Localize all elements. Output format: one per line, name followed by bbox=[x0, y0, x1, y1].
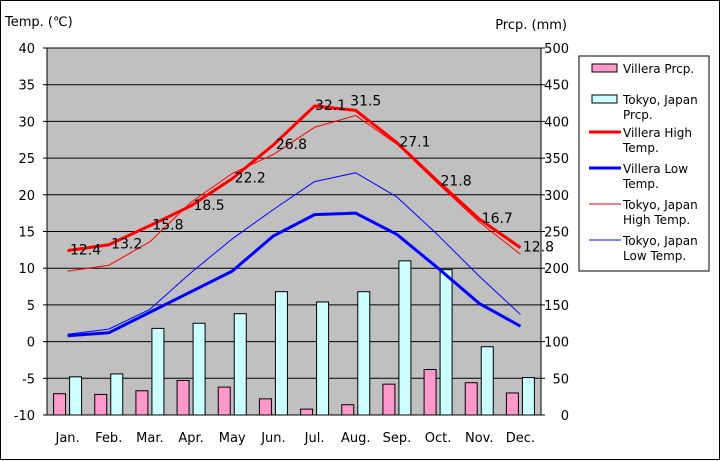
temp-line bbox=[67, 115, 521, 272]
y-left-tick-label: -10 bbox=[14, 409, 35, 424]
high-temp-data-label: 18.5 bbox=[193, 198, 224, 214]
precip-bar bbox=[316, 301, 330, 416]
x-category-label: Jan. bbox=[54, 431, 79, 446]
legend-label: Tokyo, Japan bbox=[622, 93, 698, 107]
x-category-label: Dec. bbox=[506, 431, 535, 446]
precip-bar bbox=[176, 380, 190, 416]
precip-bar bbox=[439, 269, 453, 416]
y-right-tick-label: 500 bbox=[544, 42, 569, 57]
x-category-label: Jul. bbox=[304, 431, 325, 446]
precip-bar bbox=[135, 390, 149, 416]
y-right-tick-label: 300 bbox=[544, 189, 569, 204]
precip-bar bbox=[480, 346, 494, 416]
precip-bar bbox=[423, 368, 437, 416]
legend-label: Prcp. bbox=[623, 108, 653, 122]
high-temp-data-label: 16.7 bbox=[482, 211, 513, 227]
high-temp-data-label: 12.8 bbox=[523, 240, 554, 256]
legend-label: Villera High bbox=[623, 126, 692, 140]
precip-bar bbox=[217, 386, 231, 416]
precip-bar bbox=[233, 313, 247, 416]
precip-bar bbox=[258, 398, 272, 416]
x-category-label: Jun. bbox=[260, 431, 285, 446]
temp-line bbox=[67, 104, 522, 253]
high-temp-data-label: 27.1 bbox=[399, 135, 430, 151]
high-temp-data-label: 26.8 bbox=[276, 137, 307, 153]
temp-line bbox=[67, 211, 522, 338]
x-category-label: Sep. bbox=[383, 431, 412, 446]
y-left-tick-label: 25 bbox=[18, 152, 35, 167]
legend-label: Temp. bbox=[622, 177, 659, 191]
x-category-label: Apr. bbox=[178, 431, 203, 446]
y-right-axis-title: Prcp. (mm) bbox=[495, 18, 567, 33]
y-left-tick-label: 40 bbox=[18, 42, 35, 57]
x-category-label: Mar. bbox=[136, 431, 163, 446]
y-left-tick-label: 5 bbox=[27, 299, 35, 314]
legend-label: High Temp. bbox=[623, 213, 690, 227]
precip-bar bbox=[192, 322, 206, 416]
y-right-tick-label: 50 bbox=[552, 372, 569, 387]
precip-bar bbox=[341, 404, 355, 416]
precip-bar bbox=[53, 393, 67, 416]
high-temp-data-label: 21.8 bbox=[440, 174, 471, 190]
precip-bar bbox=[69, 376, 83, 416]
high-temp-data-label: 31.5 bbox=[350, 93, 381, 109]
precip-bar bbox=[398, 260, 412, 416]
x-category-label: Nov. bbox=[465, 431, 494, 446]
high-temp-data-label: 22.2 bbox=[235, 171, 266, 187]
y-right-tick-label: 100 bbox=[544, 336, 569, 351]
x-category-label: Aug. bbox=[341, 431, 371, 446]
y-left-tick-label: 15 bbox=[18, 226, 35, 241]
y-right-tick-label: 200 bbox=[544, 262, 569, 277]
legend-swatch-bar bbox=[591, 94, 618, 104]
y-left-tick-label: 10 bbox=[18, 262, 35, 277]
precip-bar bbox=[94, 393, 108, 416]
legend-label: Tokyo, Japan bbox=[622, 234, 698, 248]
y-left-tick-label: 20 bbox=[18, 189, 35, 204]
legend-label: Villera Prcp. bbox=[623, 62, 694, 76]
precip-bar bbox=[274, 291, 288, 416]
legend-box bbox=[578, 55, 710, 272]
high-temp-data-label: 12.4 bbox=[70, 243, 101, 259]
y-left-tick-label: -5 bbox=[22, 372, 35, 387]
y-right-tick-label: 250 bbox=[544, 226, 569, 241]
legend-label: Tokyo, Japan bbox=[622, 198, 698, 212]
legend-label: Temp. bbox=[622, 141, 659, 155]
high-temp-data-label: 15.8 bbox=[152, 218, 183, 234]
x-category-label: Oct. bbox=[425, 431, 452, 446]
precip-bar bbox=[110, 373, 124, 416]
precip-bar bbox=[382, 383, 396, 416]
y-left-tick-label: 30 bbox=[18, 115, 35, 130]
legend-label: Low Temp. bbox=[623, 249, 686, 263]
temp-line bbox=[67, 172, 521, 335]
y-right-tick-label: 350 bbox=[544, 152, 569, 167]
y-right-tick-label: 0 bbox=[561, 409, 569, 424]
y-left-axis-title: Temp. (℃) bbox=[4, 15, 73, 30]
precip-bar bbox=[151, 327, 165, 416]
y-right-tick-label: 450 bbox=[544, 79, 569, 94]
legend-swatch-bar bbox=[591, 63, 618, 73]
precip-bar bbox=[300, 408, 314, 416]
y-left-tick-label: 0 bbox=[27, 336, 35, 351]
y-right-tick-label: 150 bbox=[544, 299, 569, 314]
precip-bar bbox=[464, 382, 478, 416]
y-right-tick-label: 400 bbox=[544, 115, 569, 130]
y-left-tick-label: 35 bbox=[18, 79, 35, 94]
high-temp-data-label: 32.1 bbox=[315, 98, 346, 114]
x-category-label: Feb. bbox=[95, 431, 122, 446]
precip-bar bbox=[521, 377, 535, 416]
high-temp-data-label: 13.2 bbox=[111, 237, 142, 253]
x-category-label: May bbox=[219, 431, 246, 446]
precip-bar bbox=[357, 291, 371, 416]
legend-label: Villera Low bbox=[623, 162, 688, 176]
precip-bar bbox=[505, 392, 519, 416]
